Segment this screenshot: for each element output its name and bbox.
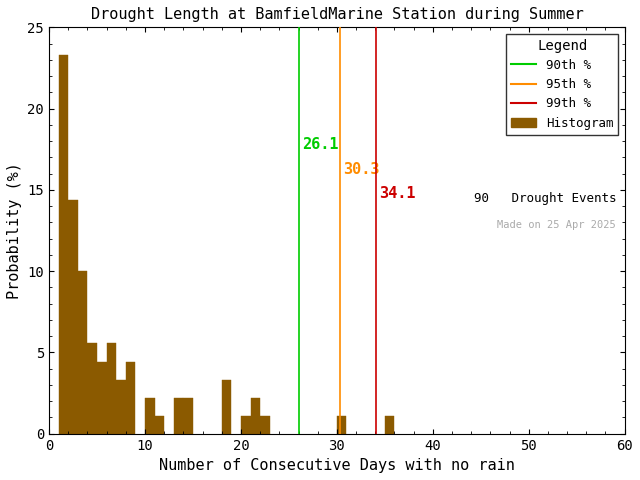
Bar [222, 380, 232, 433]
Bar [241, 416, 251, 433]
Bar [184, 398, 193, 433]
Bar [385, 416, 394, 433]
Legend: 90th %, 95th %, 99th %, Histogram: 90th %, 95th %, 99th %, Histogram [506, 34, 618, 134]
Text: Made on 25 Apr 2025: Made on 25 Apr 2025 [497, 220, 616, 230]
Bar [126, 362, 136, 433]
Bar [145, 398, 155, 433]
Bar [116, 380, 126, 433]
Text: 34.1: 34.1 [379, 186, 415, 201]
X-axis label: Number of Consecutive Days with no rain: Number of Consecutive Days with no rain [159, 458, 515, 473]
Bar [59, 55, 68, 433]
Text: 26.1: 26.1 [302, 137, 339, 152]
Bar [88, 343, 97, 433]
Bar [155, 416, 164, 433]
Bar [260, 416, 269, 433]
Bar [251, 398, 260, 433]
Bar [107, 343, 116, 433]
Bar [97, 362, 107, 433]
Bar [78, 271, 88, 433]
Title: Drought Length at BamfieldMarine Station during Summer: Drought Length at BamfieldMarine Station… [90, 7, 583, 22]
Y-axis label: Probability (%): Probability (%) [7, 162, 22, 299]
Text: 30.3: 30.3 [342, 162, 379, 177]
Bar [174, 398, 184, 433]
Bar [68, 200, 78, 433]
Text: 90   Drought Events: 90 Drought Events [474, 192, 616, 205]
Bar [337, 416, 346, 433]
